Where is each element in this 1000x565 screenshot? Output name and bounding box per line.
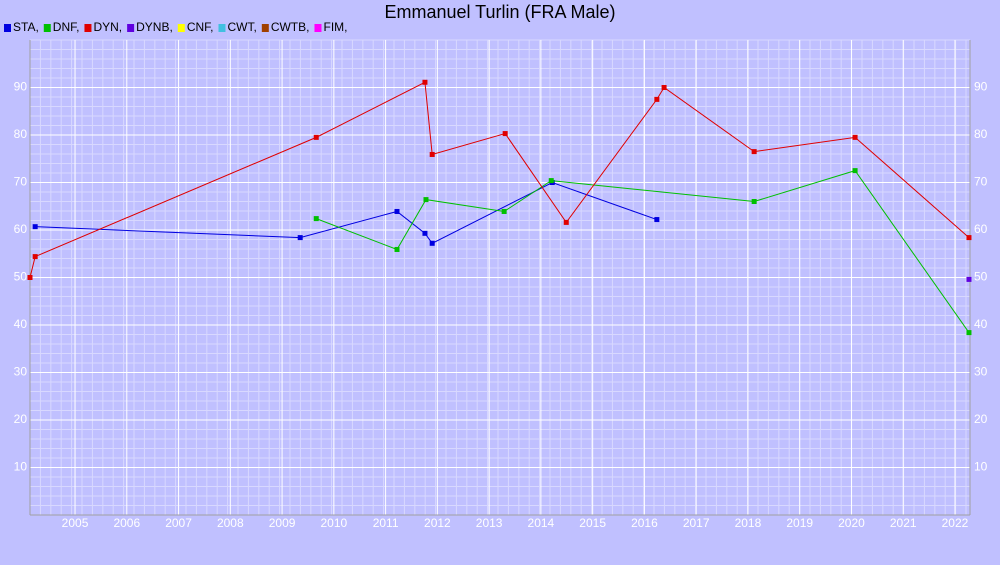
y2-tick-label: 90 bbox=[974, 80, 988, 94]
point bbox=[852, 134, 858, 140]
x-tick-label: 2019 bbox=[786, 516, 813, 530]
legend-swatch bbox=[43, 24, 51, 32]
x-tick-label: 2014 bbox=[528, 516, 555, 530]
point bbox=[563, 219, 569, 225]
legend-swatch bbox=[84, 24, 92, 32]
point bbox=[422, 230, 428, 236]
legend-swatch bbox=[127, 24, 135, 32]
x-tick-label: 2009 bbox=[269, 516, 296, 530]
y2-tick-label: 80 bbox=[974, 127, 988, 141]
point bbox=[661, 85, 667, 90]
series-line bbox=[29, 81, 970, 278]
y2-tick-label: 70 bbox=[974, 175, 988, 189]
x-tick-label: 2022 bbox=[942, 516, 969, 530]
y2-tick-label: 50 bbox=[974, 270, 988, 284]
legend-swatch bbox=[261, 24, 269, 32]
legend-swatch bbox=[4, 24, 11, 32]
point bbox=[852, 168, 858, 174]
y-tick-label: 30 bbox=[14, 365, 28, 379]
legend-label: DYN, bbox=[93, 20, 122, 34]
legend-swatch bbox=[314, 24, 322, 32]
point bbox=[966, 235, 972, 241]
point bbox=[423, 197, 429, 203]
point bbox=[429, 240, 435, 246]
point bbox=[501, 208, 507, 214]
chart-title: Emmanuel Turlin (FRA Male) bbox=[384, 2, 615, 22]
x-tick-label: 2016 bbox=[631, 516, 658, 530]
x-tick-label: 2018 bbox=[735, 516, 762, 530]
y2-tick-label: 10 bbox=[974, 460, 988, 474]
y-tick-label: 90 bbox=[14, 80, 28, 94]
x-tick-label: 2011 bbox=[373, 516, 399, 530]
legend-swatch bbox=[218, 24, 226, 32]
y-tick-label: 10 bbox=[14, 460, 28, 474]
legend-label: DNF, bbox=[53, 20, 80, 34]
legend-label: FIM, bbox=[323, 20, 347, 34]
point bbox=[654, 96, 660, 102]
x-tick-label: 2008 bbox=[217, 516, 244, 530]
legend-label: CNF, bbox=[187, 20, 214, 34]
y2-tick-label: 40 bbox=[974, 317, 988, 331]
point bbox=[966, 276, 972, 282]
point bbox=[27, 275, 33, 280]
x-tick-label: 2010 bbox=[320, 516, 347, 530]
y-tick-label: 40 bbox=[14, 317, 28, 331]
x-tick-label: 2005 bbox=[62, 516, 89, 530]
point bbox=[313, 216, 319, 222]
y-tick-label: 80 bbox=[14, 127, 28, 141]
y-tick-label: 50 bbox=[14, 270, 28, 284]
x-tick-label: 2015 bbox=[579, 516, 606, 530]
point bbox=[654, 217, 660, 223]
point bbox=[502, 131, 508, 137]
y-tick-label: 60 bbox=[14, 222, 28, 236]
series-line bbox=[316, 170, 970, 333]
point bbox=[297, 235, 303, 241]
y2-tick-label: 60 bbox=[974, 222, 988, 236]
x-tick-label: 2021 bbox=[890, 516, 917, 530]
y-tick-label: 70 bbox=[14, 175, 28, 189]
y2-tick-label: 20 bbox=[974, 412, 988, 426]
x-tick-label: 2017 bbox=[683, 516, 710, 530]
x-tick-label: 2020 bbox=[838, 516, 865, 530]
legend-label: CWTB, bbox=[271, 20, 310, 34]
point bbox=[429, 151, 435, 157]
point bbox=[966, 330, 972, 336]
point bbox=[394, 208, 400, 214]
legend-label: DYNB, bbox=[136, 20, 173, 34]
x-tick-label: 2007 bbox=[165, 516, 192, 530]
y2-tick-label: 30 bbox=[974, 365, 988, 379]
point bbox=[313, 134, 319, 140]
y-tick-label: 20 bbox=[14, 412, 28, 426]
point bbox=[422, 79, 428, 85]
legend-label: STA, bbox=[13, 20, 39, 34]
point bbox=[32, 224, 38, 230]
x-tick-label: 2012 bbox=[424, 516, 451, 530]
point bbox=[32, 254, 38, 260]
point bbox=[548, 178, 554, 184]
point bbox=[394, 246, 400, 252]
x-tick-label: 2006 bbox=[113, 516, 140, 530]
point bbox=[751, 199, 757, 204]
point bbox=[751, 149, 757, 155]
legend-label: CWT, bbox=[227, 20, 256, 34]
legend-swatch bbox=[177, 24, 185, 32]
x-tick-label: 2013 bbox=[476, 516, 503, 530]
